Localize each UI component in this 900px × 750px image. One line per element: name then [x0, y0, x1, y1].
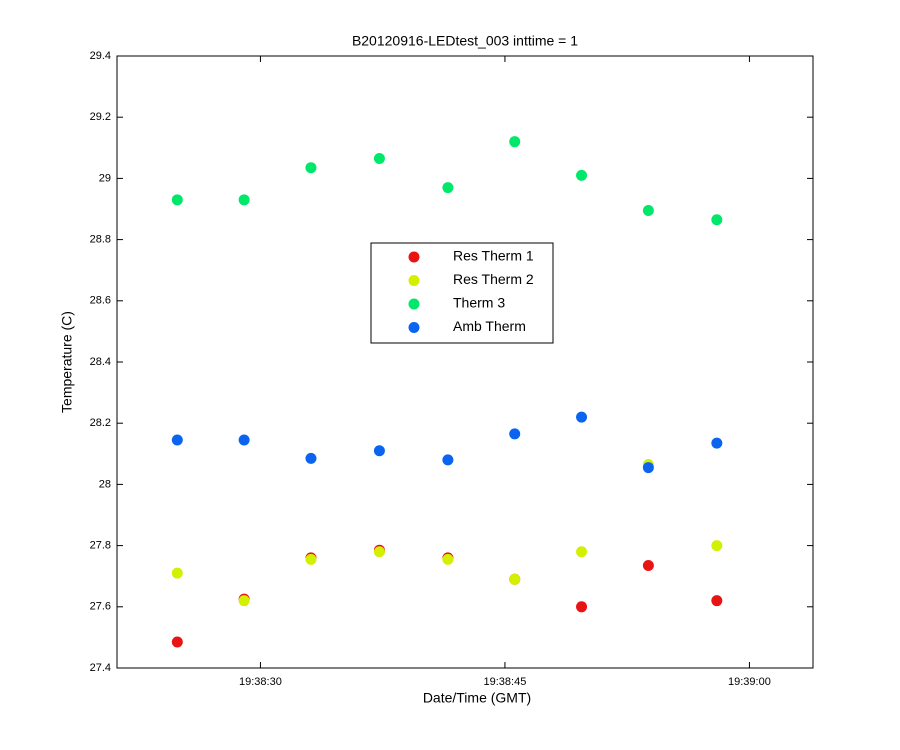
data-point [711, 595, 723, 607]
y-tick-label: 28.2 [90, 417, 111, 429]
data-point [711, 214, 723, 226]
data-point [238, 595, 250, 607]
data-point [509, 136, 521, 148]
data-point [305, 553, 317, 565]
legend-label: Therm 3 [453, 295, 505, 311]
legend-label: Res Therm 1 [453, 248, 534, 264]
data-point [171, 434, 183, 446]
y-axis-label: Temperature (C) [59, 311, 75, 413]
data-point [576, 411, 588, 423]
x-tick-label: 19:39:00 [728, 676, 771, 688]
data-point [576, 546, 588, 558]
y-tick-label: 28.6 [90, 295, 111, 307]
y-tick-label: 29 [99, 172, 111, 184]
data-point [238, 194, 250, 206]
x-tick-label: 19:38:45 [484, 676, 527, 688]
legend-marker [408, 298, 420, 310]
data-point [171, 567, 183, 579]
y-tick-label: 27.8 [90, 540, 111, 552]
data-point [373, 546, 385, 558]
data-point [711, 540, 723, 552]
y-tick-label: 29.2 [90, 111, 111, 123]
data-point [642, 559, 654, 571]
y-tick-label: 28 [99, 478, 111, 490]
legend-label: Amb Therm [453, 318, 526, 334]
legend-label: Res Therm 2 [453, 271, 534, 287]
data-point [576, 169, 588, 181]
y-tick-label: 28.8 [90, 234, 111, 246]
data-point [642, 205, 654, 217]
y-tick-label: 29.4 [90, 50, 111, 62]
data-point [642, 462, 654, 474]
data-point [442, 182, 454, 194]
y-tick-label: 27.4 [90, 662, 111, 674]
data-point [171, 194, 183, 206]
x-tick-label: 19:38:30 [239, 676, 282, 688]
data-point [576, 601, 588, 613]
data-point [373, 153, 385, 165]
data-point [442, 553, 454, 565]
legend-marker [408, 251, 420, 263]
data-point [373, 445, 385, 457]
data-point [711, 437, 723, 449]
data-point [238, 434, 250, 446]
x-axis-label: Date/Time (GMT) [423, 690, 531, 706]
y-tick-label: 27.6 [90, 601, 111, 613]
data-point [305, 162, 317, 174]
chart-title: B20120916-LEDtest_003 inttime = 1 [352, 33, 578, 49]
data-point [171, 636, 183, 648]
legend-marker [408, 322, 420, 333]
data-point [509, 428, 521, 440]
plot-frame [116, 55, 814, 669]
data-point [442, 454, 454, 466]
legend-box [370, 242, 554, 344]
legend-marker [408, 275, 420, 286]
y-tick-label: 28.4 [90, 356, 111, 368]
data-point [509, 573, 521, 585]
data-point [305, 452, 317, 464]
